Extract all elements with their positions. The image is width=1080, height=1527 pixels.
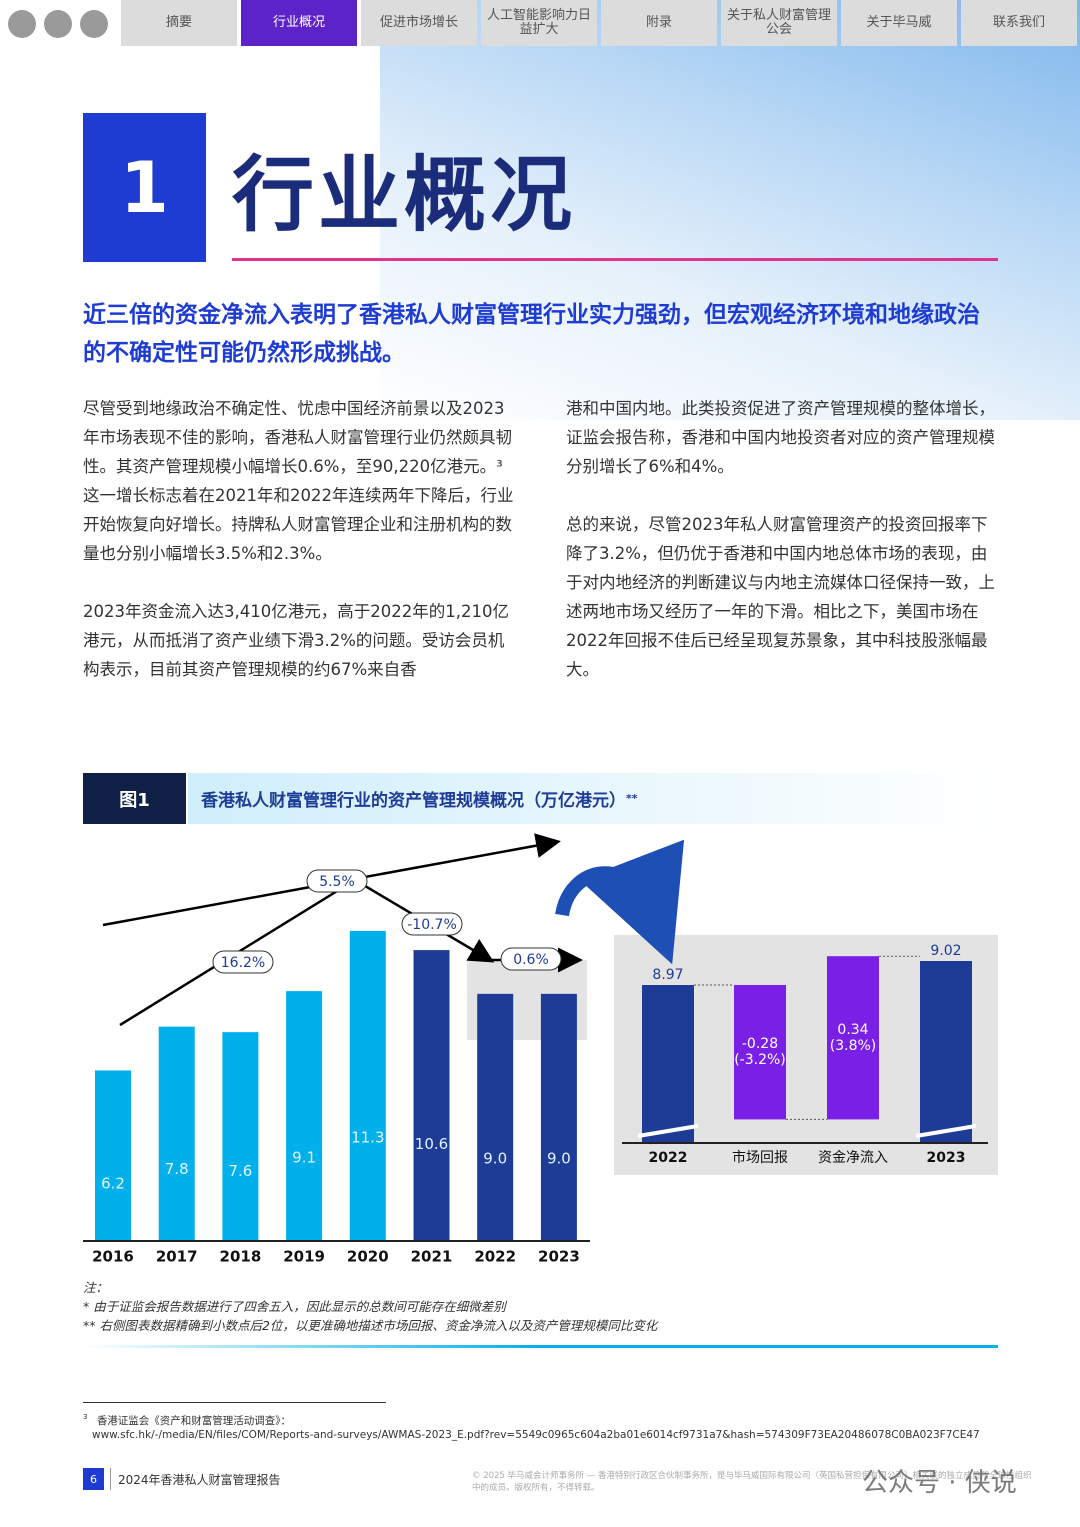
bar-label: 7.6 — [228, 1162, 252, 1180]
notes-heading: 注： — [83, 1280, 109, 1295]
x-tick-label: 2019 — [283, 1248, 325, 1266]
left-column: 尽管受到地缘政治不确定性、忧虑中国经济前景以及2023年市场表现不佳的影响，香港… — [83, 394, 519, 713]
total-bar — [920, 961, 972, 1142]
footer-title: 2024年香港私人财富管理报告 — [118, 1473, 281, 1487]
title-rule — [232, 258, 998, 261]
back-button[interactable] — [8, 10, 36, 38]
watermark: 公众号 · 侠说 — [862, 1468, 1017, 1498]
forward-button[interactable] — [80, 10, 108, 38]
bar-label: 9.02 — [930, 943, 961, 959]
lead-text: 近三倍的资金净流入表明了香港私人财富管理行业实力强劲，但宏观经济环境和地缘政治的… — [83, 302, 980, 366]
bar-label: 8.97 — [652, 967, 683, 983]
divider — [83, 1345, 998, 1348]
axis-break — [915, 1124, 977, 1138]
copyright: © 2025 毕马威会计师事务所 — 香港特别行政区合伙制事务所，是与毕马威国际… — [472, 1471, 1032, 1493]
nav-tab[interactable]: 行业概况 — [241, 0, 357, 46]
note: ** 右侧图表数据精确到小数点后2位，以更准确地描述市场回报、资金净流入以及资产… — [83, 1318, 658, 1333]
x-tick-label: 资金净流入 — [818, 1150, 888, 1166]
note: * 由于证监会报告数据进行了四舍五入，因此显示的总数间可能存在细微差别 — [83, 1299, 506, 1314]
header-background — [380, 0, 1080, 420]
bar-label: 10.6 — [415, 1135, 448, 1153]
footer-rule — [110, 1468, 111, 1490]
right-column: 港和中国内地。此类投资促进了资产管理规模的整体增长，证监会报告称，香港和中国内地… — [566, 394, 1002, 713]
bar — [158, 1026, 195, 1240]
footnote: 3 香港证监会《资产和财富管理活动调查》： www.sfc.hk/-/media… — [83, 1410, 1003, 1442]
x-tick-label: 2021 — [411, 1248, 453, 1266]
nav-tab[interactable]: 关于私人财富管理公会 — [721, 0, 837, 46]
figure-title: 香港私人财富管理行业的资产管理规模概况（万亿港元） — [201, 791, 626, 811]
section-number: 1 — [83, 113, 206, 262]
growth-label: 16.2% — [221, 955, 265, 971]
nav-tab[interactable]: 促进市场增长 — [361, 0, 477, 46]
x-tick-label: 2022 — [649, 1150, 688, 1166]
growth-bubble — [306, 869, 368, 893]
growth-label: -10.7% — [407, 917, 457, 933]
footnote-number: 3 — [83, 1413, 88, 1421]
delta-bar — [734, 985, 786, 1120]
bar — [95, 1070, 131, 1240]
axis-break — [637, 1124, 699, 1138]
x-tick-label: 2016 — [92, 1248, 134, 1266]
bar-label: 9.0 — [547, 1149, 571, 1167]
growth-bubble — [500, 947, 562, 971]
nav-tab[interactable]: 摘要 — [121, 0, 237, 46]
footnote-url: www.sfc.hk/-/media/EN/files/COM/Reports-… — [92, 1428, 980, 1441]
home-button[interactable] — [44, 10, 72, 38]
bar-label: -0.28 — [742, 1036, 778, 1052]
x-tick-label: 2020 — [347, 1248, 389, 1266]
figure-label: 图1 — [83, 773, 186, 824]
bar — [349, 930, 386, 1240]
figure-title-mark: ** — [626, 792, 638, 805]
bar — [286, 991, 323, 1240]
x-tick-label: 2022 — [474, 1248, 516, 1266]
x-tick-label: 2023 — [927, 1150, 966, 1166]
footnote-text: 香港证监会《资产和财富管理活动调查》： — [96, 1414, 292, 1427]
nav-tab[interactable]: 附录 — [601, 0, 717, 46]
nav-tab[interactable]: 联系我们 — [961, 0, 1077, 46]
growth-bubble — [212, 950, 274, 974]
bar-label: 6.2 — [101, 1175, 125, 1193]
bar — [540, 993, 577, 1240]
figure-title-bar: 香港私人财富管理行业的资产管理规模概况（万亿港元） ** — [188, 773, 998, 824]
footnote-rule — [83, 1402, 386, 1403]
notes: 注： * 由于证监会报告数据进行了四舍五入，因此显示的总数间可能存在细微差别 *… — [83, 1278, 657, 1335]
paragraph: 尽管受到地缘政治不确定性、忧虑中国经济前景以及2023年市场表现不佳的影响，香港… — [83, 399, 514, 563]
x-tick-label: 2017 — [156, 1248, 198, 1266]
nav-tab[interactable]: 人工智能影响力日益扩大 — [481, 0, 597, 46]
growth-bubble — [401, 912, 463, 936]
bar-label: 9.0 — [483, 1149, 507, 1167]
bar — [413, 950, 450, 1240]
section-title: 行业概况 — [232, 148, 577, 243]
bar — [222, 1032, 259, 1240]
delta-bar — [827, 956, 879, 1120]
bar-label: 11.3 — [351, 1129, 384, 1147]
paragraph: 2023年资金流入达3,410亿港元，高于2022年的1,210亿港元，从而抵消… — [83, 602, 509, 679]
paragraph: 总的来说，尽管2023年私人财富管理资产的投资回报率下降了3.2%，但仍优于香港… — [566, 515, 995, 679]
bar-label: 0.34 — [837, 1022, 868, 1038]
growth-label: 0.6% — [513, 952, 549, 968]
nav-tab[interactable]: 关于毕马威 — [841, 0, 957, 46]
bar-note: (-3.2%) — [734, 1052, 786, 1068]
x-tick-label: 市场回报 — [732, 1149, 788, 1166]
link-arrow — [555, 839, 685, 965]
growth-label: 5.5% — [319, 874, 355, 890]
bar-note: (3.8%) — [830, 1038, 877, 1054]
bar — [477, 993, 514, 1240]
bar-label: 9.1 — [292, 1148, 316, 1166]
bar-label: 7.8 — [165, 1160, 189, 1178]
page-number: 6 — [83, 1468, 104, 1490]
x-tick-label: 2023 — [538, 1248, 580, 1266]
x-tick-label: 2018 — [220, 1248, 262, 1266]
total-bar — [642, 985, 694, 1142]
paragraph: 港和中国内地。此类投资促进了资产管理规模的整体增长，证监会报告称，香港和中国内地… — [566, 399, 995, 476]
